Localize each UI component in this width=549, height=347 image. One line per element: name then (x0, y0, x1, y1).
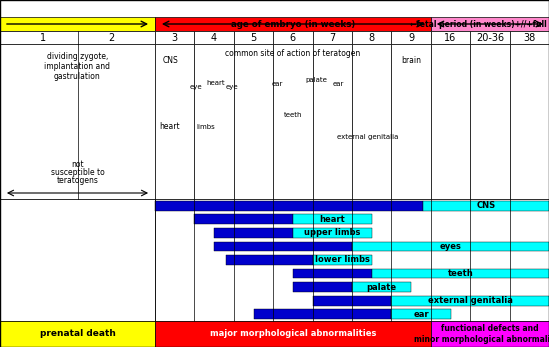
Bar (312, 44, 352, 199)
Bar (0, 17, 155, 31)
Text: 6: 6 (290, 33, 296, 42)
Bar (312, 31, 352, 44)
Bar (509, 31, 549, 44)
Bar (431, 17, 549, 31)
Bar (391, 44, 431, 199)
Bar (509, 44, 549, 199)
Text: palate: palate (367, 282, 396, 291)
Bar (312, 296, 391, 306)
Text: 7: 7 (329, 33, 335, 42)
Bar (293, 228, 372, 238)
Text: lower limbs: lower limbs (315, 255, 369, 264)
Bar (194, 31, 234, 44)
Text: upper limbs: upper limbs (304, 228, 361, 237)
Text: eye: eye (190, 84, 203, 90)
Text: limbs: limbs (197, 124, 216, 130)
Text: heart: heart (207, 80, 226, 86)
Bar (431, 31, 470, 44)
Bar (194, 214, 293, 224)
Text: 16: 16 (444, 33, 457, 42)
Bar (155, 44, 194, 199)
Text: heart: heart (159, 122, 180, 131)
Bar (293, 269, 372, 278)
Text: heart: heart (320, 215, 345, 224)
Bar (155, 17, 431, 31)
Text: palate: palate (306, 77, 327, 83)
Text: not: not (71, 160, 84, 169)
Text: 3: 3 (172, 33, 178, 42)
Bar (214, 242, 352, 251)
Text: prenatal death: prenatal death (40, 330, 115, 339)
Bar (391, 309, 451, 319)
Text: brain: brain (401, 56, 421, 65)
Text: eye: eye (226, 84, 238, 90)
Text: 5: 5 (250, 33, 256, 42)
Bar (0, 321, 155, 347)
Text: susceptible to: susceptible to (51, 168, 104, 177)
Bar (226, 255, 312, 265)
Bar (234, 31, 273, 44)
Bar (0, 31, 155, 44)
Bar (155, 31, 194, 44)
Bar (372, 269, 549, 278)
Text: external genitalia: external genitalia (428, 296, 513, 305)
Text: 4: 4 (211, 33, 217, 42)
Bar (273, 44, 312, 199)
Bar (234, 44, 273, 199)
Text: 8: 8 (368, 33, 375, 42)
Text: 38: 38 (523, 33, 535, 42)
Text: dividing zygote,: dividing zygote, (47, 52, 108, 61)
Text: CNS: CNS (163, 56, 178, 65)
Text: age of embryo (in weeks): age of embryo (in weeks) (231, 19, 355, 28)
Text: 1: 1 (40, 33, 47, 42)
Text: major morphological abnormalities: major morphological abnormalities (210, 330, 376, 339)
Bar (470, 44, 509, 199)
Bar (312, 255, 372, 265)
Text: external genitalia: external genitalia (337, 134, 399, 140)
Bar (0, 199, 155, 321)
Bar (194, 44, 234, 199)
Text: teratogens: teratogens (57, 176, 98, 185)
Bar (423, 201, 549, 211)
Text: ear: ear (413, 310, 429, 319)
Text: CNS: CNS (477, 201, 496, 210)
Bar (352, 282, 411, 292)
Text: ear: ear (333, 81, 344, 87)
Bar (352, 242, 549, 251)
Text: functional defects and
minor morphological abnormalities: functional defects and minor morphologic… (414, 324, 549, 344)
Bar (214, 228, 293, 238)
Bar (155, 321, 431, 347)
Bar (431, 44, 470, 199)
Bar (0, 199, 549, 321)
Text: ←fetal period (in weeks)+//+full term: ←fetal period (in weeks)+//+full term (410, 19, 549, 28)
Text: teeth: teeth (447, 269, 473, 278)
Bar (352, 44, 391, 199)
Text: common site of action of teratogen: common site of action of teratogen (225, 49, 361, 58)
Bar (293, 214, 372, 224)
Bar (352, 31, 391, 44)
Text: gastrulation: gastrulation (54, 72, 101, 81)
Text: implantation and: implantation and (44, 62, 110, 71)
Bar (254, 309, 391, 319)
Bar (155, 201, 423, 211)
Text: eyes: eyes (440, 242, 462, 251)
Text: ear: ear (271, 81, 283, 87)
Text: 9: 9 (408, 33, 414, 42)
Text: 20-36: 20-36 (476, 33, 504, 42)
Bar (0, 44, 155, 199)
Bar (293, 282, 352, 292)
Text: 2: 2 (109, 33, 115, 42)
Bar (470, 31, 509, 44)
Bar (391, 31, 431, 44)
Bar (391, 296, 549, 306)
Text: teeth: teeth (284, 112, 302, 118)
Bar (431, 321, 549, 347)
Bar (273, 31, 312, 44)
